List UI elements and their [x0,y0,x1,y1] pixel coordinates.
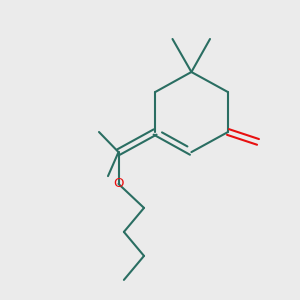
Text: O: O [113,177,124,190]
